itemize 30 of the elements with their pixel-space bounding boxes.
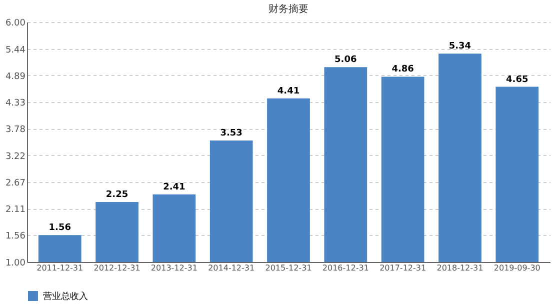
data-label: 4.86 — [392, 64, 414, 75]
x-tick-label: 2016-12-31 — [322, 264, 369, 272]
y-tick-label: 1.56 — [5, 232, 26, 242]
y-tick-label: 2.67 — [5, 178, 26, 188]
x-tick-label: 2015-12-31 — [265, 264, 312, 272]
y-tick-label: 3.22 — [5, 152, 26, 162]
data-label: 2.25 — [106, 190, 128, 200]
x-tick-label: 2013-12-31 — [150, 264, 198, 272]
x-tick-label: 2019-09-30 — [494, 264, 540, 272]
data-label: 4.65 — [506, 74, 528, 85]
x-tick-label: 2018-12-31 — [436, 264, 484, 272]
y-tick-label: 3.78 — [5, 125, 26, 136]
data-label: 4.41 — [277, 86, 300, 96]
data-label: 5.06 — [334, 55, 357, 66]
y-tick-label: 1.00 — [5, 258, 26, 268]
data-label: 1.56 — [48, 223, 71, 234]
data-label: 5.34 — [448, 42, 472, 52]
y-tick-label: 5.44 — [5, 45, 26, 56]
x-tick-label: 2017-12-31 — [380, 264, 426, 272]
y-tick-label: 2.11 — [5, 205, 26, 216]
y-tick-label: 6.00 — [5, 18, 26, 28]
x-tick-label: 2011-12-31 — [36, 264, 84, 272]
chart-title: 财务摘要 — [268, 3, 308, 15]
x-tick-label: 2012-12-31 — [94, 264, 140, 272]
x-tick-label: 2014-12-31 — [208, 264, 255, 272]
data-label: 2.41 — [163, 182, 186, 192]
data-label: 3.53 — [220, 128, 242, 139]
legend-label: 营业总收入 — [43, 291, 88, 302]
y-tick-label: 4.33 — [5, 98, 26, 109]
y-tick-label: 4.89 — [5, 72, 26, 82]
